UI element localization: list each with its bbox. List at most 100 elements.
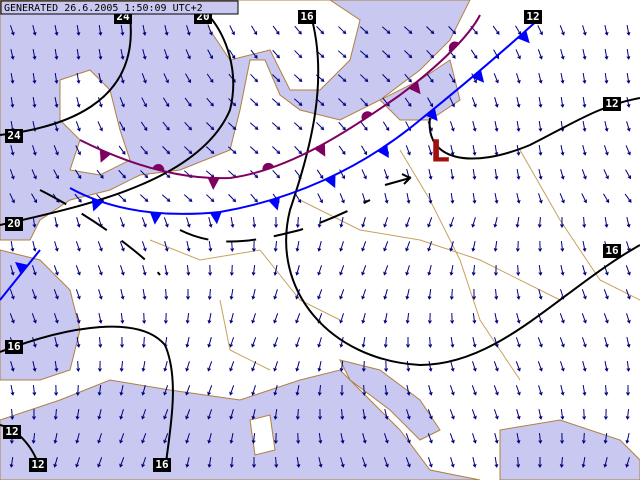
wind-arrow [295, 361, 300, 372]
wind-arrow [538, 73, 543, 84]
wind-arrow [317, 337, 322, 348]
wind-arrow [54, 96, 59, 108]
front-triangle [377, 144, 389, 158]
wind-arrow [75, 121, 81, 132]
wind-arrow [405, 289, 410, 300]
wind-arrow [317, 289, 323, 300]
wind-arrow [361, 169, 367, 180]
wind-arrow [626, 97, 631, 108]
wind-arrow [626, 384, 630, 396]
wind-arrow [273, 240, 278, 252]
wind-arrow [32, 96, 37, 108]
wind-arrow [538, 96, 543, 108]
wind-arrow [603, 457, 608, 468]
wind-arrow [338, 26, 347, 35]
wind-arrow [384, 409, 389, 420]
wind-arrow [54, 72, 59, 84]
wind-arrow [230, 216, 235, 228]
wind-arrow [141, 360, 146, 372]
wind-arrow [272, 146, 281, 155]
wind-arrow [96, 169, 104, 179]
wind-arrow [582, 120, 587, 132]
wind-arrow [186, 288, 190, 300]
wind-arrow [185, 361, 190, 372]
wind-arrow [294, 25, 302, 35]
wind-arrow [98, 336, 103, 348]
wind-arrow [405, 241, 411, 252]
isobar-label: 20 [7, 217, 20, 230]
wind-arrow [449, 288, 454, 300]
wind-arrow [582, 145, 587, 156]
wind-arrow [448, 73, 456, 84]
wind-arrow [360, 121, 368, 131]
wind-arrow [251, 264, 256, 276]
wind-arrow [581, 432, 586, 444]
wind-arrow [538, 169, 543, 180]
wind-arrow [97, 384, 102, 396]
wind-arrow [295, 216, 300, 228]
wind-arrow [337, 74, 347, 82]
wind-arrow [538, 144, 543, 156]
wind-arrow [428, 169, 433, 180]
wind-arrow [494, 97, 499, 108]
wind-arrow [163, 73, 169, 84]
wind-arrow [75, 265, 81, 276]
wind-arrow [626, 337, 631, 348]
wind-arrow [560, 240, 565, 252]
wind-arrow [582, 216, 587, 228]
wind-arrow [141, 217, 147, 228]
isobar-label-box [298, 10, 316, 24]
wind-arrow [10, 145, 15, 156]
wind-arrow [604, 25, 609, 36]
borders [149, 149, 640, 381]
wind-arrow [338, 98, 347, 107]
wind-arrow [229, 432, 234, 444]
wind-arrow [31, 169, 37, 180]
wind-arrow [472, 121, 477, 132]
wind-arrow [31, 313, 37, 324]
wind-arrow [227, 146, 237, 154]
generated-timestamp: GENERATED 26.6.2005 1:50:09 UTC+2 [4, 3, 203, 14]
wind-arrow [273, 337, 279, 348]
wind-arrow [516, 193, 521, 204]
isobar-label: 12 [31, 458, 44, 471]
wind-arrow [516, 97, 521, 108]
wind-arrow [624, 193, 632, 203]
wind-arrow [207, 337, 212, 348]
wind-arrow [163, 49, 169, 60]
wind-arrow [493, 217, 498, 228]
wind-arrow [32, 48, 37, 60]
wind-arrow [98, 73, 103, 84]
wind-arrow [582, 408, 587, 420]
wind-arrow [163, 217, 169, 228]
wind-arrow [142, 49, 147, 60]
wind-arrow [471, 241, 476, 252]
wind-arrow [581, 169, 587, 180]
isobar-label: 16 [155, 458, 169, 471]
wind-arrow [427, 312, 432, 324]
wind-arrow [406, 360, 411, 372]
wind-arrow [383, 241, 389, 252]
isobar-label: 24 [7, 129, 21, 142]
wind-arrow [120, 24, 125, 36]
wind-arrow [338, 121, 346, 131]
wind-arrow [362, 408, 367, 420]
isobar-label: 16 [7, 340, 21, 353]
wind-arrow [472, 457, 477, 468]
wind-arrow [296, 432, 301, 444]
wind-arrow [273, 265, 278, 276]
wind-arrow [626, 313, 631, 324]
wind-arrow [318, 457, 323, 468]
wind-arrow [208, 240, 213, 252]
wind-arrow [162, 97, 170, 108]
wind-arrow [10, 72, 15, 84]
wind-arrow [32, 241, 37, 252]
wind-arrow [406, 409, 411, 420]
wind-arrow [31, 432, 36, 444]
wind-arrow [560, 265, 565, 276]
wind-arrow [626, 121, 631, 132]
wind-arrow [53, 169, 60, 180]
wind-arrow [32, 216, 37, 228]
wind-arrow [472, 288, 477, 300]
wind-arrow [97, 433, 102, 444]
